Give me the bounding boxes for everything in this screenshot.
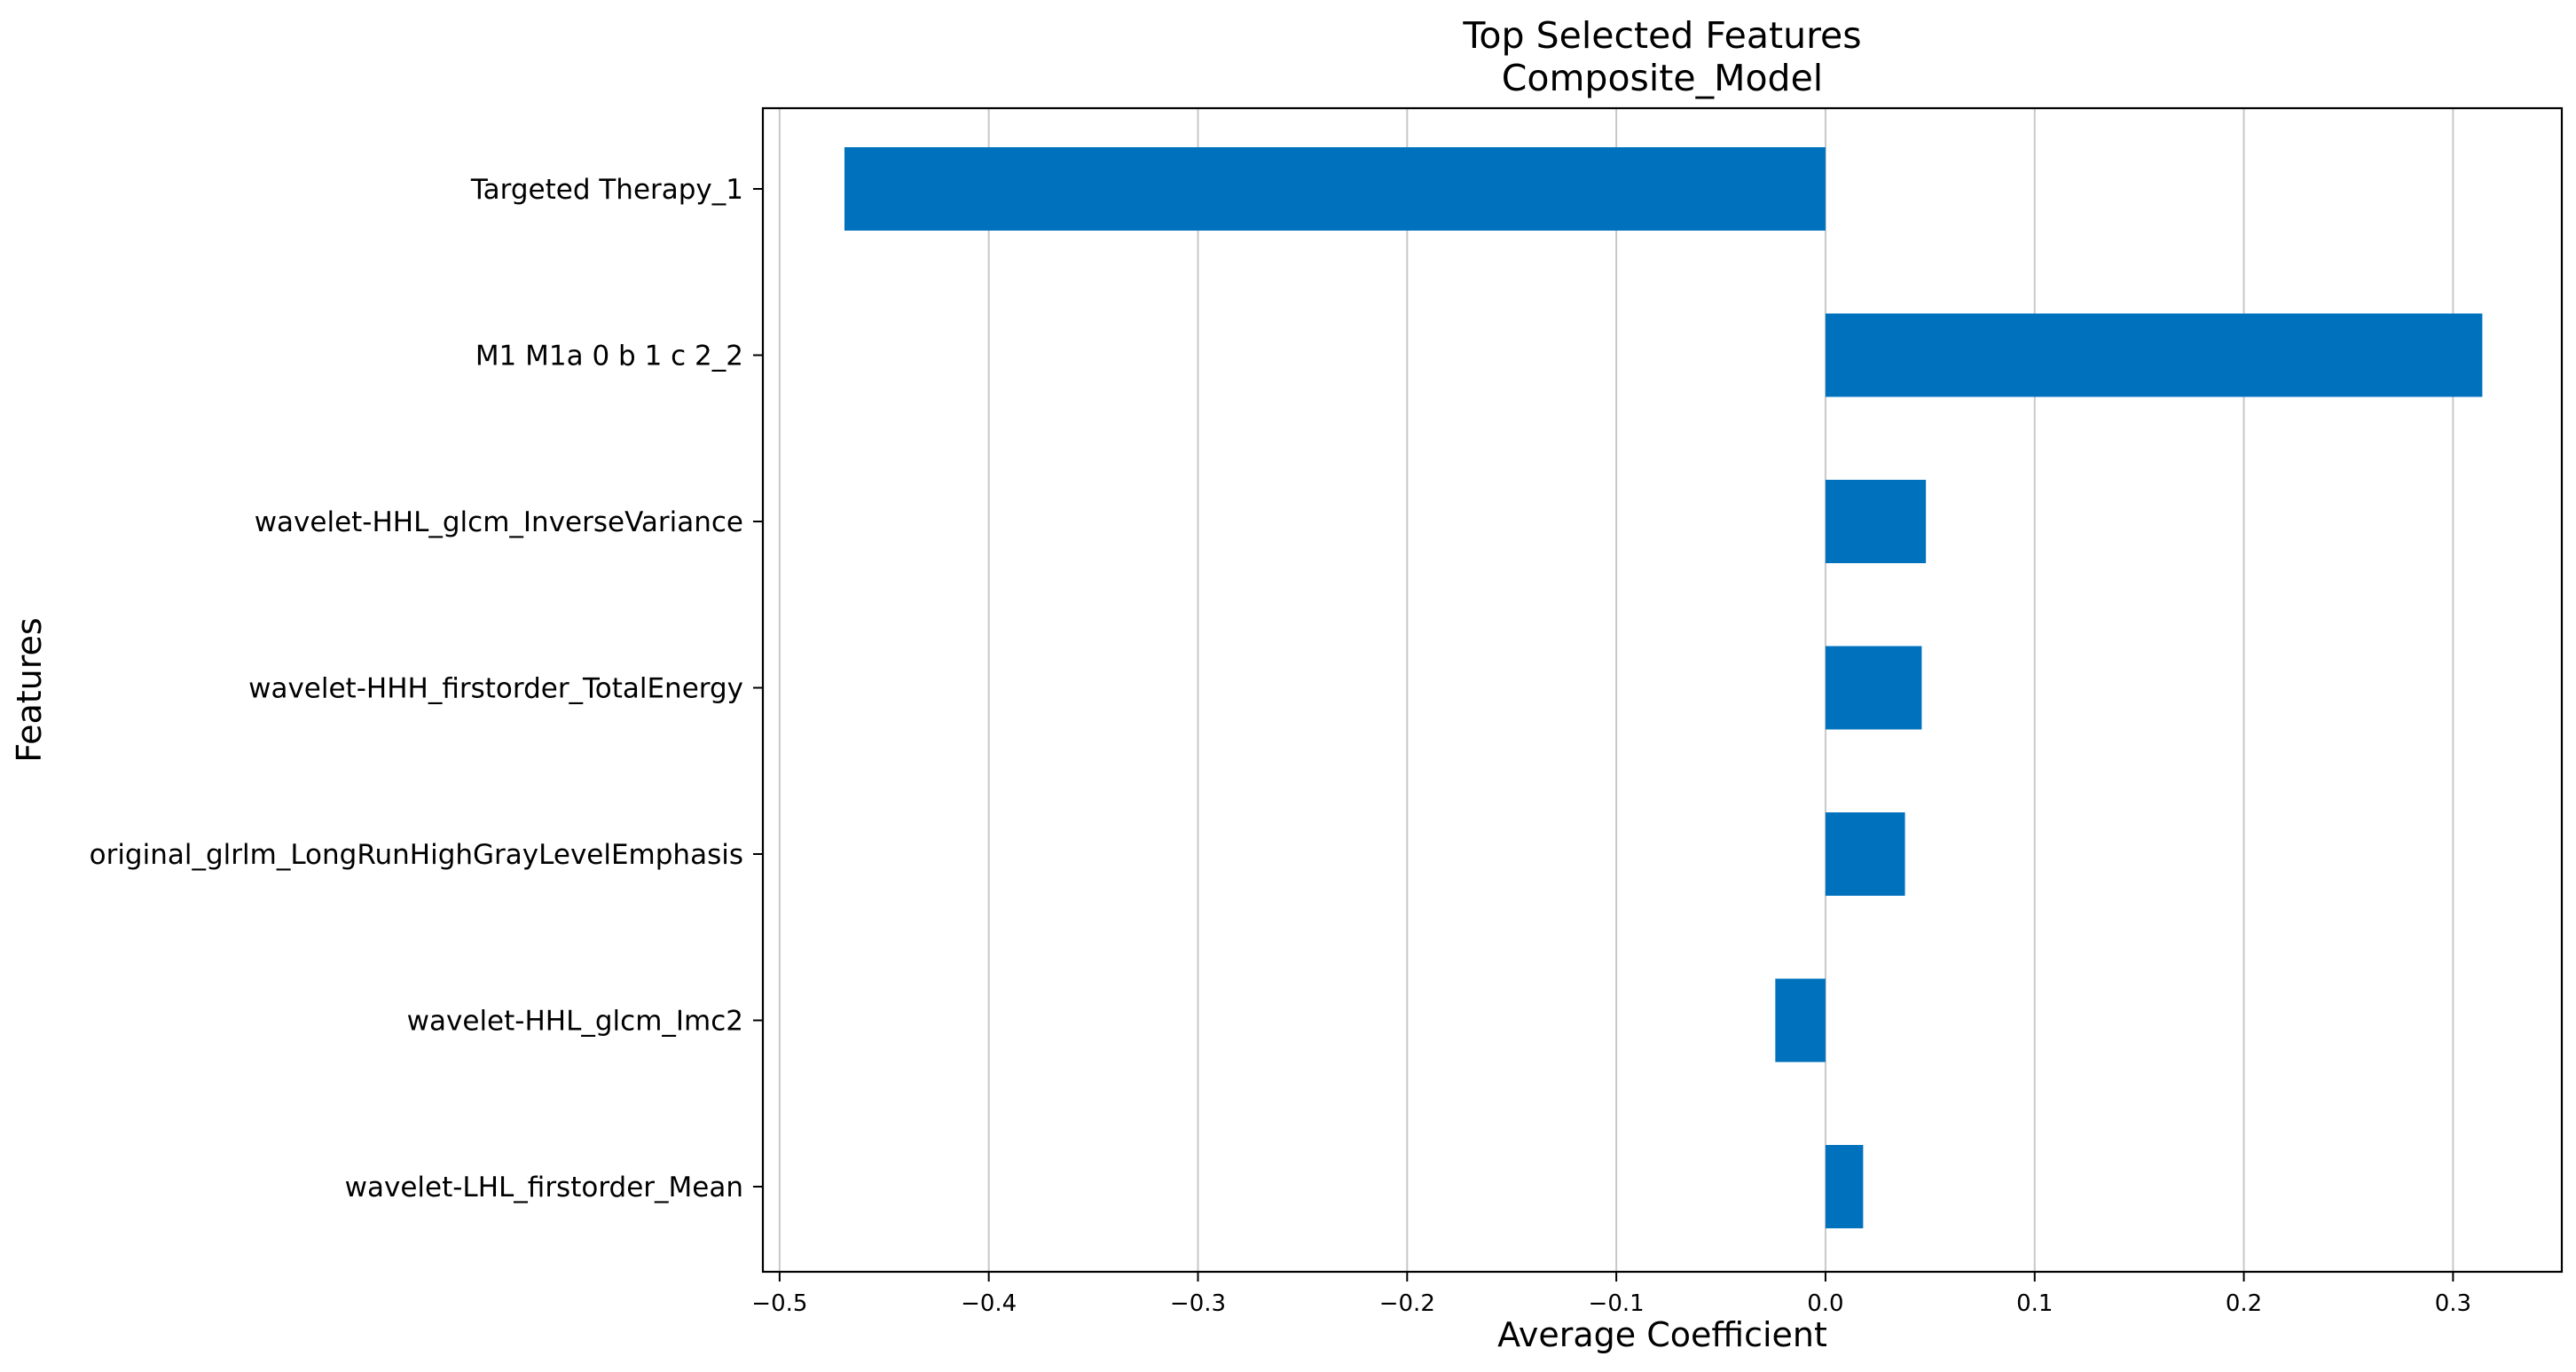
- y-tick-label: wavelet-HHL_glcm_InverseVariance: [255, 506, 743, 538]
- x-tick-label: 0.1: [2016, 1290, 2053, 1317]
- y-axis-label: Features: [10, 617, 49, 762]
- x-axis-ticks: −0.5 −0.4 −0.3 −0.2 −0.1 0.0 0.1 0.2 0.3: [751, 1272, 2471, 1317]
- bar: [1825, 480, 1927, 563]
- x-tick-label: −0.5: [751, 1290, 807, 1317]
- x-tick-label: −0.2: [1379, 1290, 1435, 1317]
- x-tick-label: 0.2: [2226, 1290, 2262, 1317]
- y-tick-label: M1 M1a 0 b 1 c 2_2: [475, 341, 743, 372]
- y-tick-label: original_glrlm_LongRunHighGrayLevelEmpha…: [90, 839, 743, 871]
- grid-lines: [778, 108, 2454, 1272]
- bar: [844, 147, 1826, 231]
- x-tick-label: 0.0: [1807, 1290, 1843, 1317]
- y-tick-label: wavelet-LHL_firstorder_Mean: [345, 1172, 743, 1203]
- bar: [1825, 812, 1905, 896]
- bar: [1825, 313, 2483, 397]
- chart-subtitle: Composite_Model: [1502, 57, 1823, 99]
- y-tick-label: wavelet-HHL_glcm_Imc2: [407, 1006, 743, 1038]
- bar: [1825, 646, 1922, 730]
- bars: [844, 147, 2483, 1228]
- y-tick-label: wavelet-HHH_firstorder_TotalEnergy: [248, 673, 743, 705]
- x-tick-label: −0.4: [961, 1290, 1017, 1317]
- y-axis-ticks: Targeted Therapy_1 M1 M1a 0 b 1 c 2_2wave…: [90, 174, 763, 1203]
- x-tick-label: 0.3: [2435, 1290, 2471, 1317]
- y-tick-label: Targeted Therapy_1: [470, 174, 743, 206]
- bar: [1775, 978, 1826, 1062]
- x-tick-label: −0.1: [1589, 1290, 1645, 1317]
- plot-frame: [761, 106, 2564, 1274]
- x-tick-label: −0.3: [1170, 1290, 1226, 1317]
- x-axis-label: Average Coefficient: [1497, 1315, 1827, 1354]
- bar: [1825, 1145, 1864, 1228]
- chart-title: Top Selected Features: [1462, 14, 1861, 57]
